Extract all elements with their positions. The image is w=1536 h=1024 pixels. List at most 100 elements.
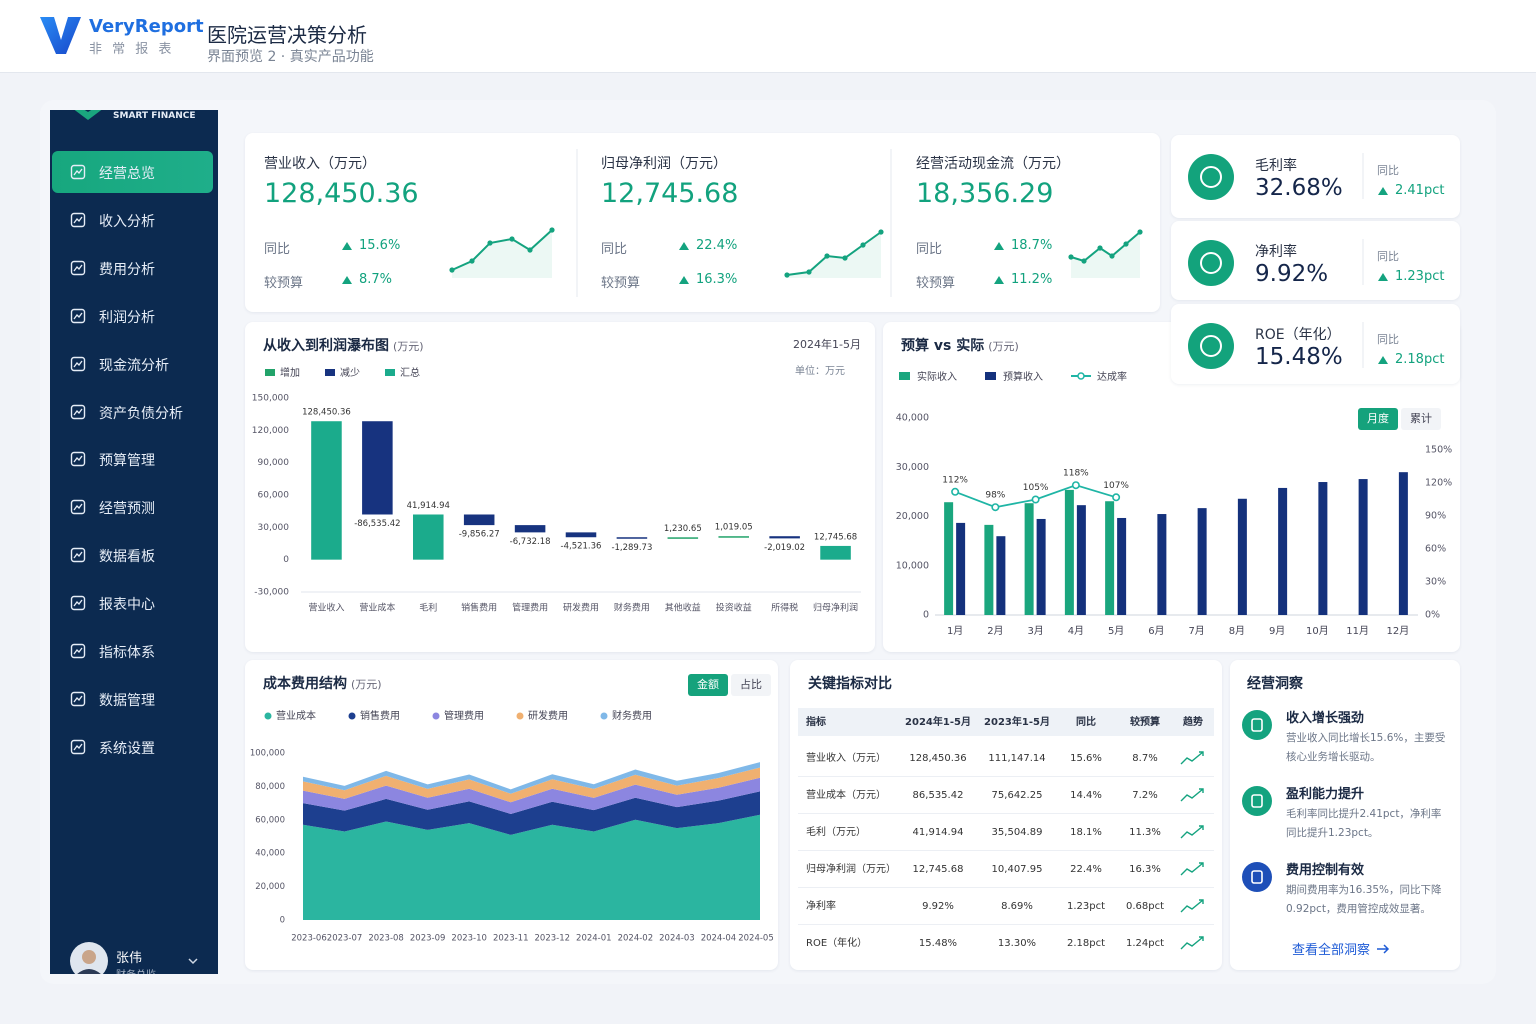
menu-label: 系统设置 xyxy=(99,740,155,757)
menu-label: 利润分析 xyxy=(99,309,155,326)
y2-tick-label: 0% xyxy=(1425,610,1440,621)
kpi-yoy-label: 同比 xyxy=(264,242,291,257)
table-cell: 0.68pct xyxy=(1126,901,1164,912)
data-label: 1,019.05 xyxy=(715,523,753,533)
chart-heading: 预算 vs 实际 (万元) xyxy=(901,335,1019,355)
menu-item[interactable]: 资产负债分析 xyxy=(52,391,213,433)
menu-item[interactable]: 费用分析 xyxy=(52,247,213,289)
sparkline-dot xyxy=(1137,229,1143,235)
table-cell: 7.2% xyxy=(1132,790,1157,801)
insight-text: 期间费用率为16.35%，同比下降0.92pct，费用管控成效显著。 xyxy=(1286,884,1442,915)
x-tick-label: 毛利 xyxy=(419,602,437,614)
x-tick-label: 营业收入 xyxy=(308,602,344,614)
x-tick-label: 4月 xyxy=(1068,625,1084,637)
ratio-cmp: 1.23pct xyxy=(1395,269,1445,284)
menu-icon-shape xyxy=(73,360,83,367)
legend-swatch xyxy=(325,369,335,376)
bar xyxy=(1278,487,1288,615)
x-tick-label: 2024-04 xyxy=(701,934,737,944)
ratio-graphics xyxy=(1188,153,1364,200)
toggle-button[interactable]: 金额 xyxy=(688,674,728,696)
avatar xyxy=(70,942,108,974)
menu-item[interactable]: 利润分析 xyxy=(52,295,213,337)
y-tick-label: 40,000 xyxy=(896,413,929,424)
insight-text: 毛利率同比提升2.41pct，净利率同比提升1.23pct。 xyxy=(1286,808,1442,839)
x-tick-label: 销售费用 xyxy=(461,602,497,614)
menu-item[interactable]: 预算管理 xyxy=(52,438,213,480)
x-tick-label: 2023-06 xyxy=(291,934,327,944)
ratio-label: ROE（年化） xyxy=(1255,327,1341,343)
user-chevron[interactable] xyxy=(188,958,198,966)
y-tick-label: 90,000 xyxy=(258,458,290,468)
up-icon xyxy=(679,276,689,284)
bar xyxy=(1036,518,1046,615)
menu-label: 经营预测 xyxy=(99,501,155,518)
menu-icon xyxy=(70,595,86,611)
x-tick-label: 2023-09 xyxy=(410,934,446,944)
bar xyxy=(1076,505,1086,615)
menu-label: 预算管理 xyxy=(99,453,155,470)
menu-item[interactable]: 经营预测 xyxy=(52,486,213,528)
menu-icon-shape xyxy=(70,739,86,754)
menu-icon xyxy=(70,500,86,515)
menu-icon xyxy=(70,691,86,707)
table-cell: 2.18pct xyxy=(1067,938,1105,949)
data-label: 105% xyxy=(1023,483,1049,493)
chart-title: 成本费用结构 xyxy=(263,676,347,692)
y-tick-label: 40,000 xyxy=(255,849,285,859)
table-cell: 86,535.42 xyxy=(913,790,964,801)
x-tick-label: 2023-10 xyxy=(451,934,487,944)
trend-icon xyxy=(1180,751,1204,765)
menu-icon xyxy=(70,308,86,323)
menu-item[interactable]: 数据管理 xyxy=(52,678,213,720)
menu-item[interactable]: 收入分析 xyxy=(52,199,213,241)
waterfall-bar xyxy=(362,421,393,515)
table-cell: 9.92% xyxy=(922,901,954,912)
data-label: 1,230.65 xyxy=(664,524,702,534)
chart-heading: 成本费用结构 (万元) xyxy=(263,673,382,693)
ratio-cmp: 2.18pct xyxy=(1395,352,1445,367)
user-role: 财务总监 xyxy=(116,966,156,974)
menu-item[interactable]: 系统设置 xyxy=(52,726,213,768)
chart-unit: (万元) xyxy=(988,340,1019,353)
ratio-icon-glyph xyxy=(1200,166,1222,188)
data-label: 118% xyxy=(1063,469,1089,479)
column-header: 同比 xyxy=(1076,715,1096,728)
page-title: 医院运营决策分析 xyxy=(207,23,367,47)
menu-item[interactable]: 经营总览 xyxy=(52,151,213,193)
x-tick-label: 2月 xyxy=(987,625,1003,637)
menu-icon-shape xyxy=(70,260,86,275)
bar xyxy=(1024,503,1034,615)
menu-item[interactable]: 现金流分析 xyxy=(52,343,213,385)
menu-item[interactable]: 指标体系 xyxy=(52,630,213,672)
menu-item[interactable]: 数据看板 xyxy=(52,534,213,576)
kpi-card: 营业收入（万元） 128,450.36 同比 15.6% 较预算 8.7% 归母净利润（万元… xyxy=(245,133,1160,312)
menu-item[interactable]: 报表中心 xyxy=(52,582,213,624)
data-label: 12,745.68 xyxy=(814,532,857,542)
toggle-button[interactable]: 月度 xyxy=(1358,408,1398,430)
table-cell: 41,914.94 xyxy=(913,827,964,838)
sparkline-dot xyxy=(824,253,830,259)
insights-title: 经营洞察 xyxy=(1247,676,1303,692)
kpi-yoy-label: 同比 xyxy=(916,242,943,257)
x-tick-label: 2023-11 xyxy=(493,934,529,944)
legend-swatch xyxy=(600,712,608,720)
chart-unit-note: 单位：万元 xyxy=(795,366,845,377)
toggle-button[interactable]: 占比 xyxy=(731,674,771,696)
x-tick-label: 归母净利润 xyxy=(813,602,858,614)
x-tick-label: 11月 xyxy=(1346,625,1369,637)
toggle-button[interactable]: 累计 xyxy=(1401,408,1441,430)
ratio-icon xyxy=(1188,240,1234,286)
menu-label: 现金流分析 xyxy=(99,357,169,374)
insights-link[interactable]: 查看全部洞察 xyxy=(1292,943,1371,958)
ratio-icon-glyph xyxy=(1200,252,1222,274)
link-arrow xyxy=(1377,944,1390,954)
ratio-label: 毛利率 xyxy=(1255,158,1297,174)
sparkline-dot xyxy=(878,229,884,235)
menu-icon-shape xyxy=(73,408,83,415)
kpi-yoy: 15.6% xyxy=(359,238,401,253)
table-cell: 8.7% xyxy=(1132,753,1157,764)
ratio-graphics xyxy=(1188,239,1364,286)
legend-label: 预算收入 xyxy=(1003,370,1043,383)
legend-label: 销售费用 xyxy=(360,709,400,722)
